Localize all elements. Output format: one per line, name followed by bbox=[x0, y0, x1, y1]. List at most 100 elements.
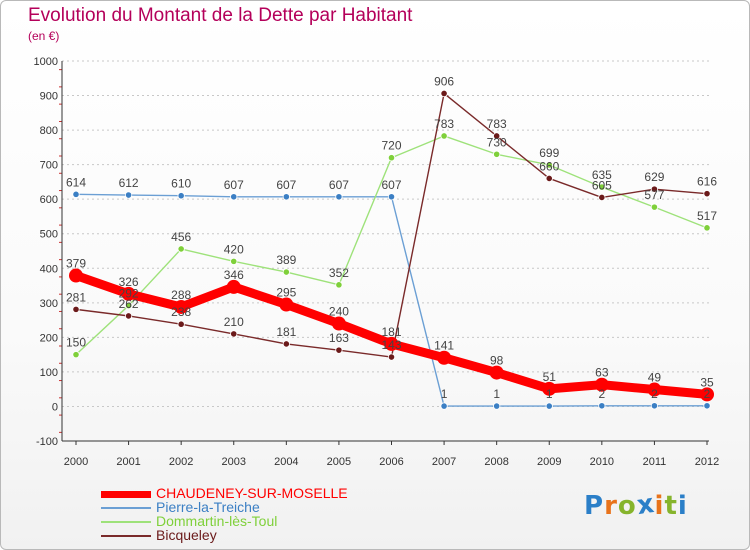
data-point bbox=[437, 350, 452, 365]
data-point bbox=[335, 346, 343, 354]
data-point bbox=[387, 154, 396, 162]
data-point bbox=[282, 268, 290, 276]
x-tick-label: 2012 bbox=[695, 456, 719, 468]
data-point bbox=[335, 281, 343, 289]
data-point bbox=[387, 193, 396, 201]
x-tick-label: 2009 bbox=[537, 456, 561, 468]
data-point bbox=[174, 299, 189, 314]
data-point bbox=[650, 402, 659, 410]
data-point bbox=[279, 297, 294, 312]
data-point bbox=[703, 402, 711, 410]
data-label: 210 bbox=[224, 315, 244, 329]
data-label: 906 bbox=[434, 74, 454, 88]
data-point bbox=[647, 382, 662, 397]
data-point bbox=[650, 203, 659, 211]
data-point bbox=[177, 192, 185, 200]
data-label: 607 bbox=[381, 178, 401, 192]
legend-swatch bbox=[101, 507, 151, 509]
data-label: 607 bbox=[276, 178, 296, 192]
x-tick-label: 2003 bbox=[222, 456, 246, 468]
data-label: 607 bbox=[329, 178, 349, 192]
data-point bbox=[124, 301, 133, 310]
data-point bbox=[230, 330, 238, 338]
data-label: 295 bbox=[276, 286, 296, 300]
data-label: 346 bbox=[224, 268, 244, 282]
data-point bbox=[230, 193, 238, 201]
data-label: 163 bbox=[329, 331, 349, 345]
data-label: 63 bbox=[595, 366, 609, 380]
x-tick-label: 2010 bbox=[590, 456, 614, 468]
data-point bbox=[72, 190, 80, 198]
y-tick-label: 500 bbox=[40, 229, 58, 241]
data-point bbox=[331, 316, 346, 331]
data-label: 98 bbox=[490, 354, 504, 368]
y-tick-label: 600 bbox=[40, 194, 58, 206]
data-point bbox=[226, 279, 241, 294]
data-point bbox=[703, 190, 711, 198]
y-tick-label: 1000 bbox=[34, 56, 58, 68]
y-tick-label: 400 bbox=[40, 263, 58, 275]
data-point bbox=[493, 150, 501, 158]
data-point bbox=[387, 353, 396, 361]
data-label: 238 bbox=[171, 305, 191, 319]
data-label: 783 bbox=[487, 117, 507, 131]
data-label: 607 bbox=[224, 178, 244, 192]
data-label: 699 bbox=[539, 146, 559, 160]
legend-swatch bbox=[101, 535, 151, 537]
data-label: 2 bbox=[651, 387, 658, 401]
x-tick-label: 2002 bbox=[169, 456, 193, 468]
data-label: 150 bbox=[66, 336, 86, 350]
y-tick-label: 700 bbox=[40, 160, 58, 172]
y-tick-label: 200 bbox=[40, 332, 58, 344]
data-point bbox=[489, 365, 504, 380]
data-label: 614 bbox=[66, 175, 86, 189]
data-point bbox=[493, 132, 501, 140]
data-label: 616 bbox=[697, 175, 717, 189]
chart-subtitle: (en €) bbox=[28, 29, 60, 43]
y-tick-label: 300 bbox=[40, 298, 58, 310]
data-point bbox=[545, 402, 553, 410]
data-point bbox=[594, 377, 609, 392]
legend-swatch bbox=[101, 490, 151, 498]
data-label: 352 bbox=[329, 266, 349, 280]
data-label: 577 bbox=[644, 188, 664, 202]
data-label: 262 bbox=[119, 297, 139, 311]
data-point bbox=[124, 191, 133, 199]
data-label: 2 bbox=[598, 387, 605, 401]
data-point bbox=[72, 305, 80, 313]
data-point bbox=[177, 320, 185, 328]
data-point bbox=[440, 89, 448, 98]
legend-label: Pierre-la-Treiche bbox=[156, 499, 260, 515]
data-label: 1 bbox=[441, 387, 448, 401]
data-point bbox=[542, 381, 557, 396]
data-label: 783 bbox=[434, 117, 454, 131]
data-label: 292 bbox=[119, 287, 139, 301]
x-tick-label: 2000 bbox=[64, 456, 88, 468]
x-tick-label: 2005 bbox=[327, 456, 351, 468]
data-label: 635 bbox=[592, 168, 612, 182]
data-label: 610 bbox=[171, 177, 191, 191]
data-point bbox=[703, 224, 711, 232]
y-tick-label: 900 bbox=[40, 91, 58, 103]
x-tick-label: 2011 bbox=[643, 456, 667, 468]
proxiti-logo: Proxiti bbox=[584, 488, 688, 522]
data-label: 326 bbox=[119, 275, 139, 289]
data-label: 49 bbox=[648, 371, 662, 385]
data-point bbox=[545, 161, 553, 169]
data-point bbox=[700, 387, 714, 402]
data-point bbox=[598, 183, 606, 191]
data-point bbox=[384, 336, 399, 351]
data-label: 181 bbox=[381, 325, 401, 339]
data-point bbox=[440, 402, 448, 410]
x-tick-label: 2006 bbox=[379, 456, 403, 468]
data-label: 35 bbox=[700, 375, 714, 389]
chart-title: Evolution du Montant de la Dette par Hab… bbox=[28, 5, 413, 26]
legend-swatch bbox=[101, 521, 151, 523]
data-label: 288 bbox=[171, 288, 191, 302]
data-label: 1 bbox=[493, 387, 500, 401]
data-label: 420 bbox=[224, 242, 244, 256]
x-tick-label: 2001 bbox=[116, 456, 140, 468]
y-tick-label: 800 bbox=[40, 125, 58, 137]
x-tick-label: 2004 bbox=[274, 456, 298, 468]
